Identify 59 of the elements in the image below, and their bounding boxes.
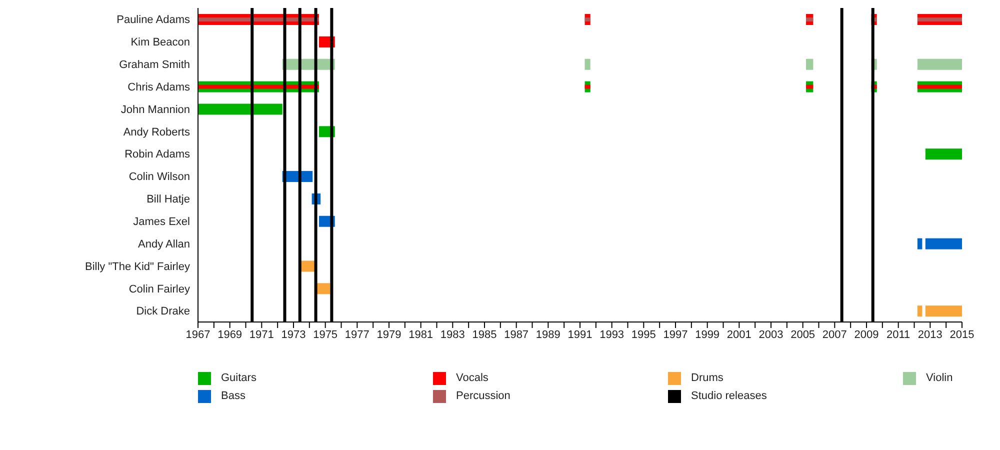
y-tick-label: Andy Roberts <box>123 126 190 138</box>
x-tick-label: 1993 <box>600 328 624 341</box>
bar <box>917 238 922 250</box>
x-tick-label: 2015 <box>950 328 974 341</box>
x-tick-label: 1981 <box>408 328 434 341</box>
x-tick-label: 2011 <box>886 328 910 341</box>
bar <box>806 58 814 70</box>
x-tick-label: 1991 <box>568 328 592 341</box>
x-tick-label: 1999 <box>695 328 720 341</box>
x-tick-label: 2003 <box>758 328 784 341</box>
bar <box>198 18 319 22</box>
y-tick-label: Colin Fairley <box>128 283 190 296</box>
x-tick-label: 2007 <box>822 328 847 341</box>
legend-label: Violin <box>926 372 953 384</box>
x-tick-label: 1995 <box>631 328 656 341</box>
legend-label: Vocals <box>456 372 488 384</box>
bar <box>584 58 590 70</box>
x-tick-label: 1967 <box>186 328 210 341</box>
x-tick-label: 1983 <box>440 328 465 341</box>
legend-label: Studio releases <box>691 390 767 402</box>
x-tick-label: 2013 <box>918 328 942 341</box>
y-tick-label: Pauline Adams <box>116 14 190 26</box>
x-tick-label: 1973 <box>281 328 306 341</box>
bar <box>925 148 962 160</box>
y-tick-label: Graham Smith <box>119 58 190 71</box>
y-tick-label: John Mannion <box>120 104 190 116</box>
x-tick-label: 1997 <box>663 328 688 341</box>
x-tick-label: 1977 <box>344 328 370 341</box>
y-tick-label: Andy Allan <box>138 238 190 250</box>
bar <box>925 306 962 317</box>
bar <box>917 306 922 317</box>
y-tick-label: Bill Hatje <box>146 194 190 206</box>
legend-label: Percussion <box>456 390 510 402</box>
x-tick-label: 2009 <box>854 328 879 341</box>
legend-label: Guitars <box>221 372 256 384</box>
y-tick-label: Chris Adams <box>128 81 190 94</box>
x-tick-label: 1985 <box>472 328 497 341</box>
x-tick-label: 2001 <box>726 328 752 341</box>
y-tick-label: Kim Beacon <box>130 36 190 49</box>
x-tick-label: 1975 <box>313 328 338 341</box>
bar <box>917 18 962 22</box>
x-tick-label: 2005 <box>790 328 816 341</box>
bar <box>806 18 814 22</box>
y-tick-label: Dick Drake <box>136 306 190 318</box>
bar <box>925 238 962 250</box>
y-tick-label: Robin Adams <box>124 148 190 161</box>
x-tick-label: 1969 <box>218 328 242 341</box>
x-tick-label: 1987 <box>504 328 529 341</box>
x-tick-label: 1971 <box>249 328 274 341</box>
bar <box>584 18 590 22</box>
bar <box>917 58 962 70</box>
legend-label: Bass <box>221 390 246 402</box>
legend-label: Drums <box>691 372 724 384</box>
y-tick-label: Billy "The Kid" Fairley <box>84 260 190 273</box>
x-tick-label: 1989 <box>536 328 560 341</box>
y-tick-label: James Exel <box>133 216 190 228</box>
y-tick-label: Colin Wilson <box>128 171 190 184</box>
x-tick-label: 1979 <box>376 328 402 341</box>
bar <box>198 104 282 115</box>
